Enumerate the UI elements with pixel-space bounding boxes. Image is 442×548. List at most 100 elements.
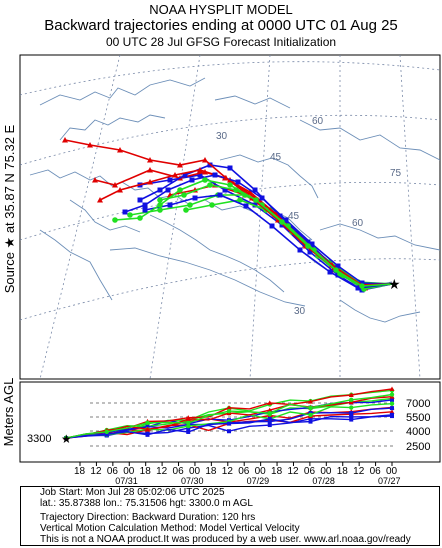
trajectory-marker [97, 197, 103, 203]
height-profile-marker [226, 405, 232, 410]
method-line: Vertical Motion Calculation Method: Mode… [40, 523, 300, 534]
x-tick-label: 00 [320, 466, 332, 477]
trajectory-marker [279, 222, 285, 228]
height-profile-marker [389, 401, 395, 406]
trajectory-marker [181, 192, 187, 198]
trajectory-marker [222, 187, 228, 193]
trajectory-marker [62, 137, 68, 143]
height-profile-marker [308, 405, 313, 410]
height-profile-marker [349, 414, 354, 419]
height-profile-marker [308, 419, 313, 424]
height-profile-marker [389, 392, 395, 397]
trajectory-lines [62, 137, 393, 293]
trajectory-marker [237, 197, 243, 203]
trajectory-marker [137, 215, 143, 221]
start-height-label: 3300 [27, 433, 51, 445]
trajectory-marker [305, 239, 311, 245]
trajectory-marker [117, 147, 123, 153]
lat-label-45a: 45 [270, 152, 282, 163]
trajectory-marker [235, 179, 241, 185]
x-tick-label: 00 [123, 466, 135, 477]
star-icon: ★ [388, 276, 401, 292]
height-profile-marker [226, 408, 232, 414]
x-tick-label: 06 [238, 466, 250, 477]
trajectory-marker [147, 157, 153, 163]
trajectory-marker [359, 280, 365, 286]
trajectory-marker [187, 202, 193, 208]
trajectory-marker [165, 187, 171, 193]
trajectory-marker [217, 192, 223, 198]
x-tick-label: 12 [156, 466, 168, 477]
trajectory-marker [202, 157, 208, 163]
trajectory-marker [182, 172, 188, 178]
date-label: 07/31 [115, 476, 138, 486]
forecast-subtitle: 00 UTC 28 Jul GFSG Forecast Initializati… [105, 35, 337, 49]
trajectory-title: Backward trajectories ending at 0000 UTC… [44, 17, 398, 34]
time-axis: 18 12 06 00 18 12 06 00 18 12 06 00 18 12 06 00 18 12 06 00… [74, 462, 401, 486]
lat-label-60b: 60 [352, 218, 364, 229]
trajectory-marker [177, 187, 183, 193]
trajectory-marker [202, 177, 208, 183]
trajectory-marker [327, 269, 333, 275]
height-profile-marker [145, 420, 150, 426]
trajectory-marker [167, 177, 173, 183]
height-profile-marker [349, 411, 354, 416]
trajectory-marker [307, 249, 313, 255]
x-tick-label: 18 [74, 466, 86, 477]
lat-label-45b: 45 [288, 211, 300, 222]
x-tick-label: 12 [353, 466, 365, 477]
trajectory-marker [167, 202, 173, 208]
trajectory-marker [227, 182, 233, 188]
lat-label-60a: 60 [312, 116, 324, 127]
trajectory-marker [247, 189, 253, 195]
height-profile-marker [308, 416, 313, 421]
x-tick-label: 18 [271, 466, 283, 477]
x-tick-label: 12 [287, 466, 299, 477]
location-line: lat.: 35.87388 lon.: 75.31506 hgt: 3300.… [40, 498, 253, 509]
trajectory-marker [87, 142, 93, 148]
trajectory-marker [137, 197, 143, 203]
coastlines [29, 77, 440, 323]
job-info-box [20, 486, 440, 546]
trajectory-marker [269, 223, 275, 229]
trajectory-marker [253, 197, 259, 203]
height-profile-lines [63, 386, 395, 441]
trajectory-marker [259, 195, 265, 201]
trajectory-marker [172, 172, 178, 178]
disclaimer-line: This is not a NOAA product.It was produc… [40, 534, 411, 545]
trajectory-marker [117, 187, 123, 193]
x-tick-label: 12 [222, 466, 234, 477]
x-tick-label: 00 [386, 466, 398, 477]
trajectory-marker [359, 283, 365, 289]
trajectory-marker [212, 172, 218, 178]
date-label: 07/30 [181, 476, 204, 486]
trajectory-marker [112, 182, 118, 188]
date-label: 07/29 [247, 476, 270, 486]
trajectory-marker [209, 202, 215, 208]
x-tick-label: 06 [107, 466, 119, 477]
trajectory-marker [192, 195, 198, 201]
height-profile-marker [349, 397, 354, 403]
height-profile-marker [227, 429, 231, 434]
x-tick-label: 18 [337, 466, 349, 477]
height-profile-marker [267, 419, 272, 424]
trajectory-marker [122, 209, 128, 215]
height-profile-marker [267, 423, 272, 428]
trajectory-marker [189, 177, 195, 183]
y-tick-7000: 7000 [406, 398, 430, 410]
height-profile-marker [145, 432, 150, 437]
trajectory-marker [183, 207, 189, 213]
trajectory-line [124, 174, 393, 285]
height-profile-marker [348, 392, 354, 398]
height-profile-marker [348, 399, 354, 405]
height-star-icon: ★ [61, 432, 72, 446]
trajectory-line [144, 194, 393, 289]
trajectory-marker [112, 217, 118, 223]
trajectory-marker [142, 207, 148, 213]
date-label: 07/28 [312, 476, 335, 486]
height-profile-marker [104, 432, 109, 437]
trajectory-marker [92, 177, 98, 183]
height-profile-marker [186, 423, 191, 429]
trajectory-marker [157, 197, 163, 203]
